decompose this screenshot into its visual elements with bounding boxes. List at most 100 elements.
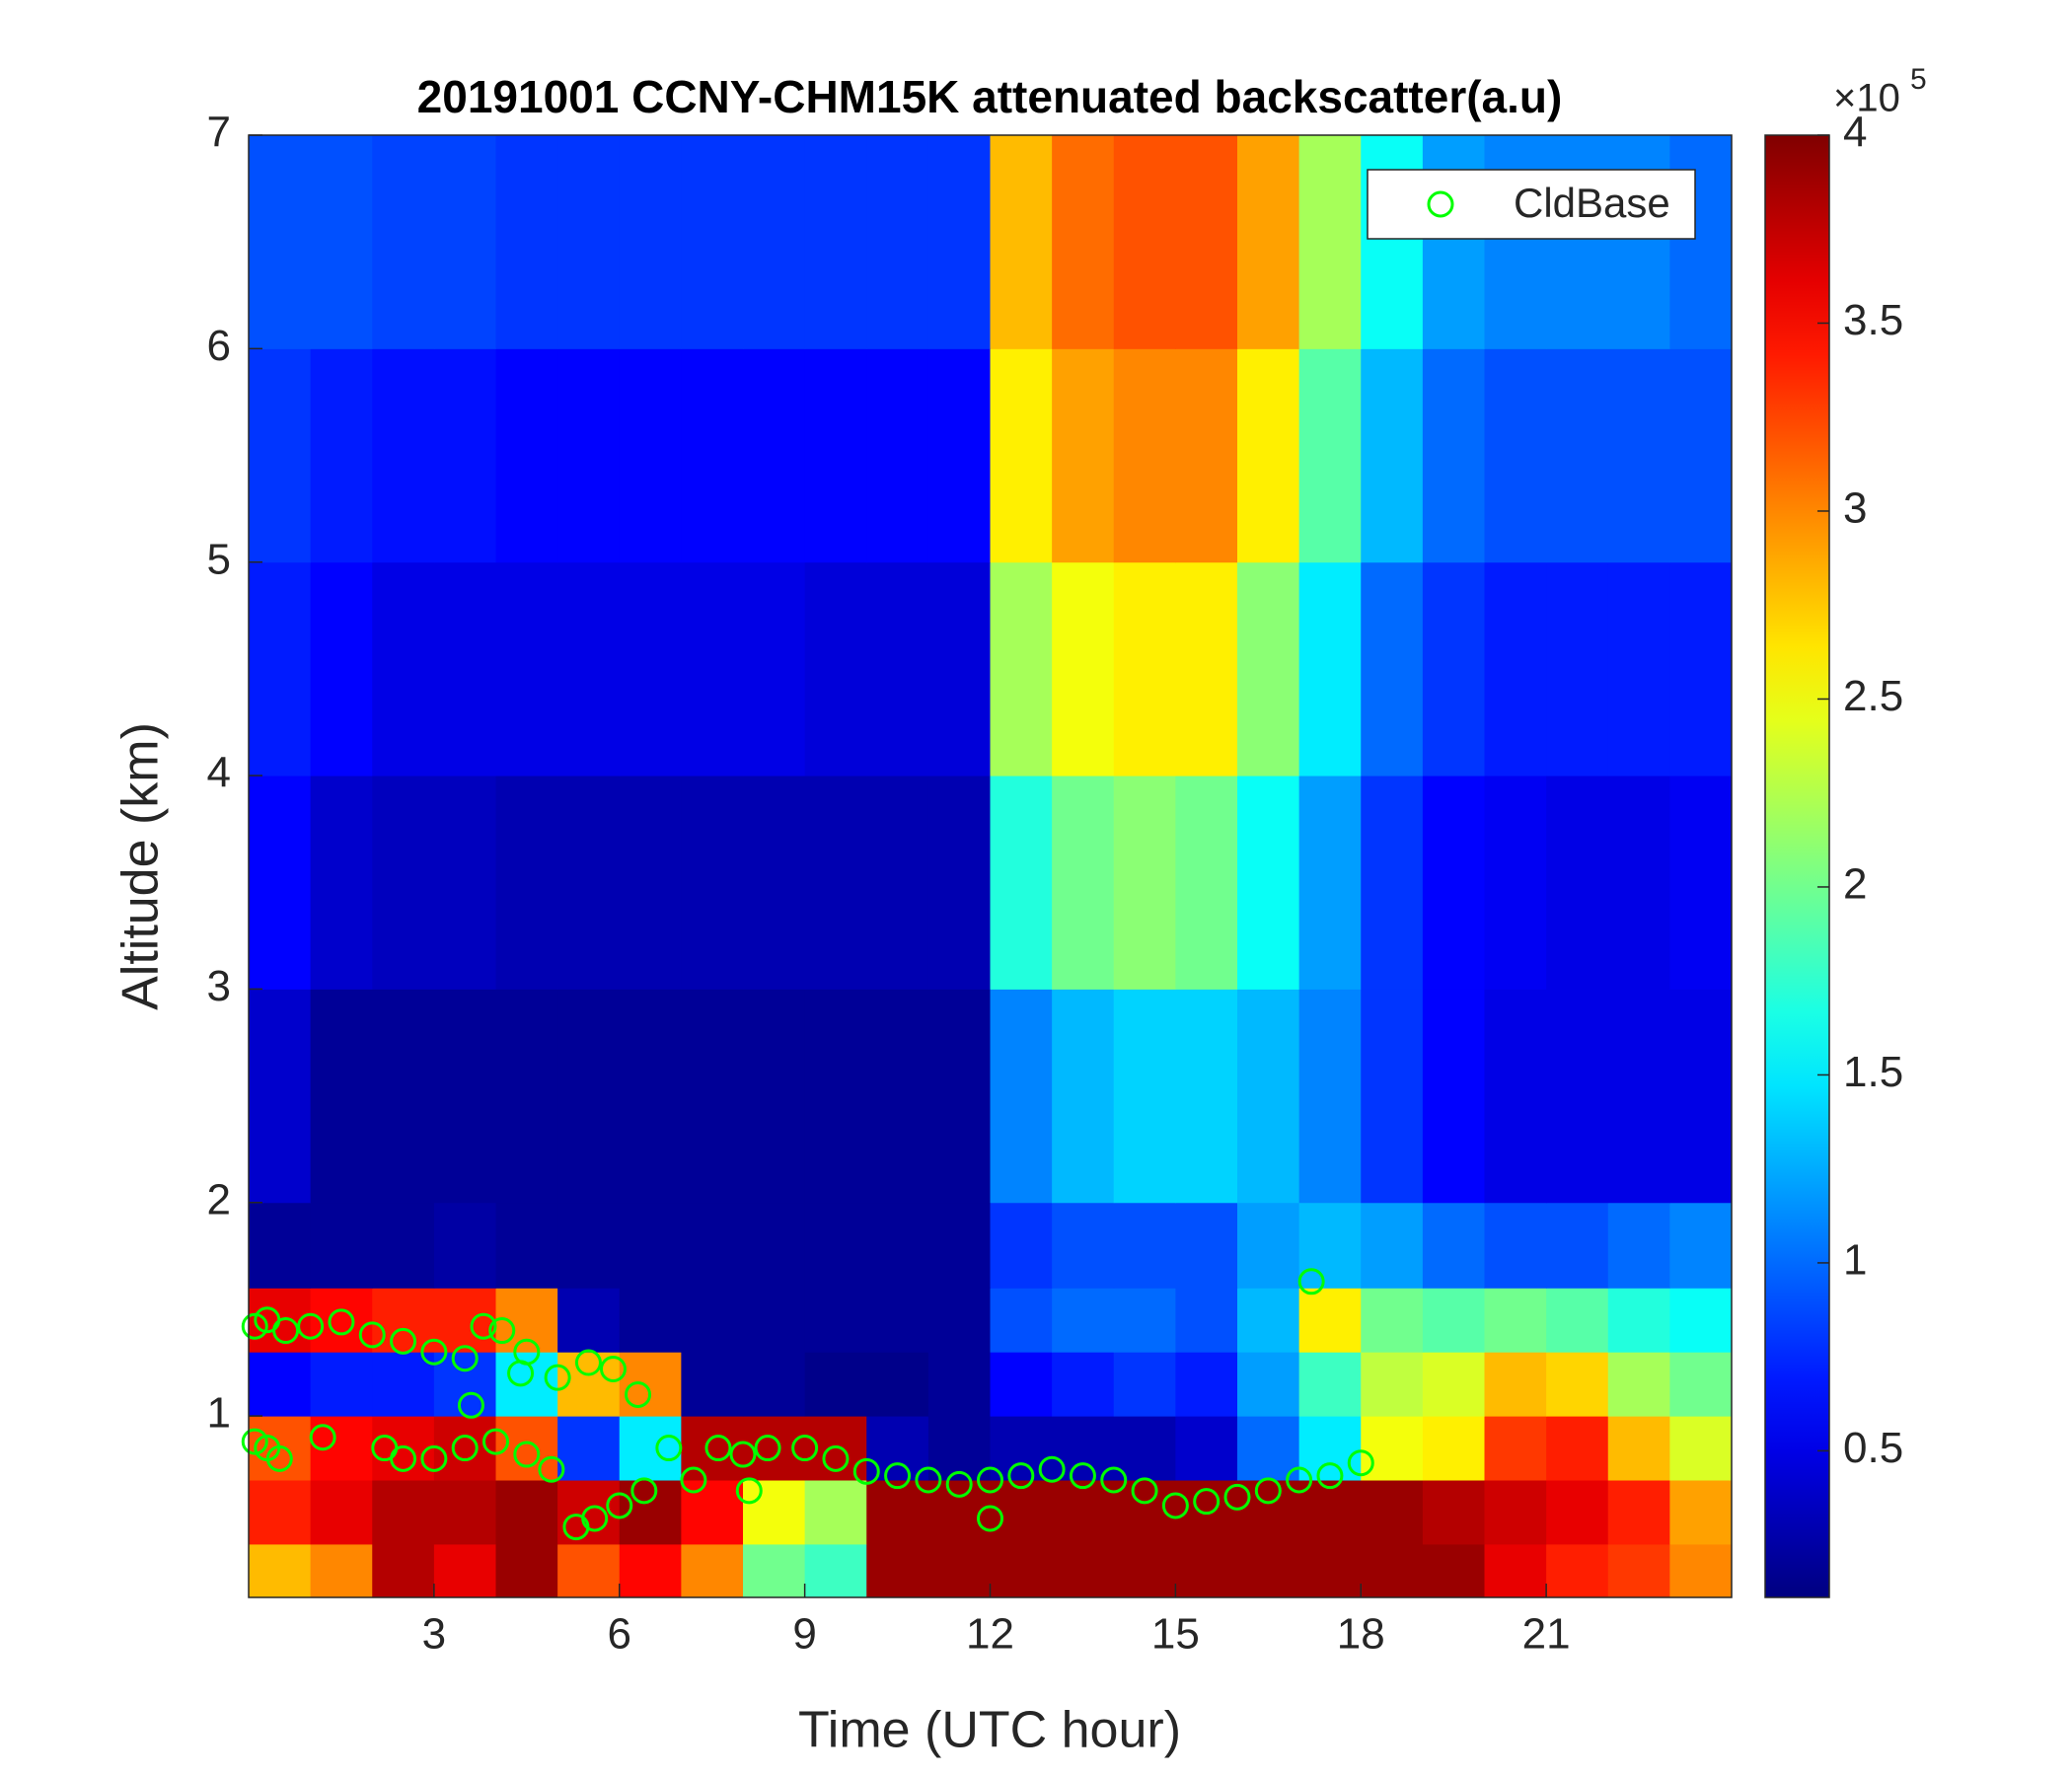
heatmap-cell	[1361, 1202, 1424, 1289]
heatmap-cell	[1237, 1352, 1300, 1417]
heatmap-cell	[1175, 135, 1238, 349]
heatmap-cell	[1546, 1416, 1609, 1481]
heatmap-cell	[1361, 776, 1424, 990]
heatmap-cell	[990, 1202, 1053, 1289]
heatmap-cell	[1607, 561, 1670, 777]
heatmap-cell	[372, 1202, 435, 1289]
heatmap-cell	[1546, 135, 1609, 349]
heatmap-cell	[1113, 989, 1176, 1204]
y-tick-label: 6	[207, 322, 231, 370]
heatmap-cell	[1484, 1416, 1547, 1481]
heatmap-cell	[1484, 1202, 1547, 1289]
heatmap-cell	[1361, 1480, 1424, 1545]
cloud-base-marker	[1193, 1488, 1221, 1516]
heatmap-cell	[1175, 1543, 1238, 1598]
heatmap-cell	[1669, 1202, 1733, 1289]
cloud-base-marker	[390, 1327, 417, 1355]
heatmap-cell	[619, 348, 682, 563]
x-tick-label: 12	[966, 1610, 1014, 1659]
cloud-base-marker	[265, 1444, 293, 1472]
cloud-base-marker	[704, 1435, 732, 1462]
cloud-base-marker	[451, 1345, 479, 1372]
heatmap-cell	[557, 1288, 621, 1353]
heatmap-cell	[681, 135, 744, 349]
heatmap-cell	[866, 1352, 929, 1417]
heatmap-cell	[310, 348, 373, 563]
heatmap-cell	[1422, 135, 1485, 349]
cloud-base-marker	[488, 1317, 516, 1345]
heatmap-cell	[866, 989, 929, 1204]
cloud-base-marker	[630, 1477, 658, 1505]
heatmap-cell	[1052, 989, 1115, 1204]
heatmap-cell	[1175, 1352, 1238, 1417]
heatmap-cell	[1607, 1480, 1670, 1545]
cloud-base-marker	[241, 1312, 268, 1340]
heatmap-cell	[681, 1288, 744, 1353]
heatmap-cell	[1422, 1352, 1485, 1417]
heatmap-cell	[681, 1352, 744, 1417]
heatmap-cell	[557, 135, 621, 349]
heatmap-cell	[1298, 989, 1362, 1204]
heatmap-cell	[249, 776, 312, 990]
heatmap-cell	[495, 1543, 558, 1598]
heatmap-cell	[804, 348, 867, 563]
heatmap-cell	[1175, 776, 1238, 990]
cloud-base-marker	[606, 1492, 633, 1519]
heatmap-cell	[1484, 1543, 1547, 1598]
heatmap-cell	[433, 1543, 496, 1598]
x-tick-label: 9	[792, 1610, 816, 1659]
cloud-base-marker	[1161, 1492, 1189, 1519]
heatmap-cell	[1175, 1288, 1238, 1353]
heatmap-cell	[927, 561, 991, 777]
heatmap-cell	[1113, 561, 1176, 777]
heatmap-cell	[557, 561, 621, 777]
heatmap-cell	[1052, 1543, 1115, 1598]
cloud-base-marker	[457, 1391, 484, 1419]
heatmap-cell	[1422, 1543, 1485, 1598]
cloud-base-marker	[599, 1356, 627, 1383]
heatmap-cell	[1607, 135, 1670, 349]
cloud-base-marker	[822, 1444, 850, 1472]
heatmap-cell	[927, 1543, 991, 1598]
heatmap-cell	[557, 776, 621, 990]
cloud-base-marker	[309, 1424, 336, 1451]
colorbar-multiplier: ×10	[1833, 77, 1900, 120]
heatmap-cell	[743, 135, 806, 349]
heatmap-cell	[1298, 135, 1362, 349]
heatmap-cell	[372, 1543, 435, 1598]
heatmap-cell	[1175, 989, 1238, 1204]
cloud-base-marker	[1223, 1483, 1251, 1511]
heatmap-cell	[1052, 1352, 1115, 1417]
heatmap-cell	[927, 348, 991, 563]
heatmap-cell	[495, 989, 558, 1204]
heatmap-cell	[433, 1352, 496, 1417]
legend-label: CldBase	[1514, 180, 1670, 226]
heatmap-cell	[495, 561, 558, 777]
heatmap-cell	[310, 135, 373, 349]
heatmap-cell	[372, 989, 435, 1204]
cloud-base-marker	[625, 1380, 652, 1408]
heatmap-cell	[927, 989, 991, 1204]
heatmap-cell	[249, 1480, 312, 1545]
heatmap-cell	[743, 1543, 806, 1598]
heatmap-cell	[1484, 989, 1547, 1204]
heatmap-cell	[927, 1288, 991, 1353]
heatmap-cell	[1422, 776, 1485, 990]
heatmap-cell	[619, 561, 682, 777]
heatmap-cell	[557, 1543, 621, 1598]
heatmap-cell	[495, 348, 558, 563]
heatmap-cell	[1298, 1288, 1362, 1353]
colorbar-tick-label: 3.5	[1843, 296, 1903, 344]
cloud-base-marker	[735, 1477, 763, 1505]
heatmap-cell	[743, 348, 806, 563]
heatmap-cell	[1669, 1480, 1733, 1545]
heatmap-cell	[310, 989, 373, 1204]
heatmap-cell	[1237, 989, 1300, 1204]
heatmap-cell	[372, 1480, 435, 1545]
heatmap-cell	[681, 561, 744, 777]
heatmap-cell	[743, 561, 806, 777]
heatmap-cell	[619, 1543, 682, 1598]
heatmap-cell	[743, 989, 806, 1204]
cloud-base-marker	[507, 1360, 535, 1387]
